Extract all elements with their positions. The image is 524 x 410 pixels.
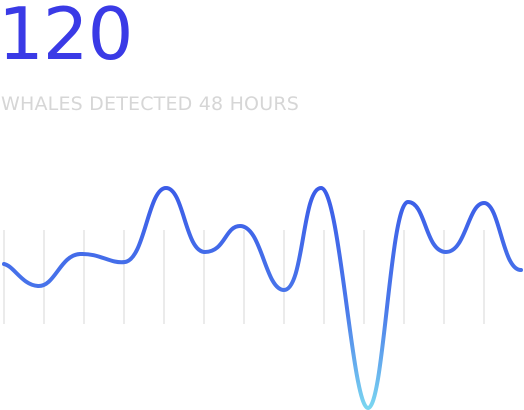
stat-label: WHALES DETECTED 48 HOURS <box>1 93 299 115</box>
activity-line <box>2 186 523 410</box>
stat-value: 120 <box>0 0 133 76</box>
chart-gridlines <box>3 230 485 324</box>
